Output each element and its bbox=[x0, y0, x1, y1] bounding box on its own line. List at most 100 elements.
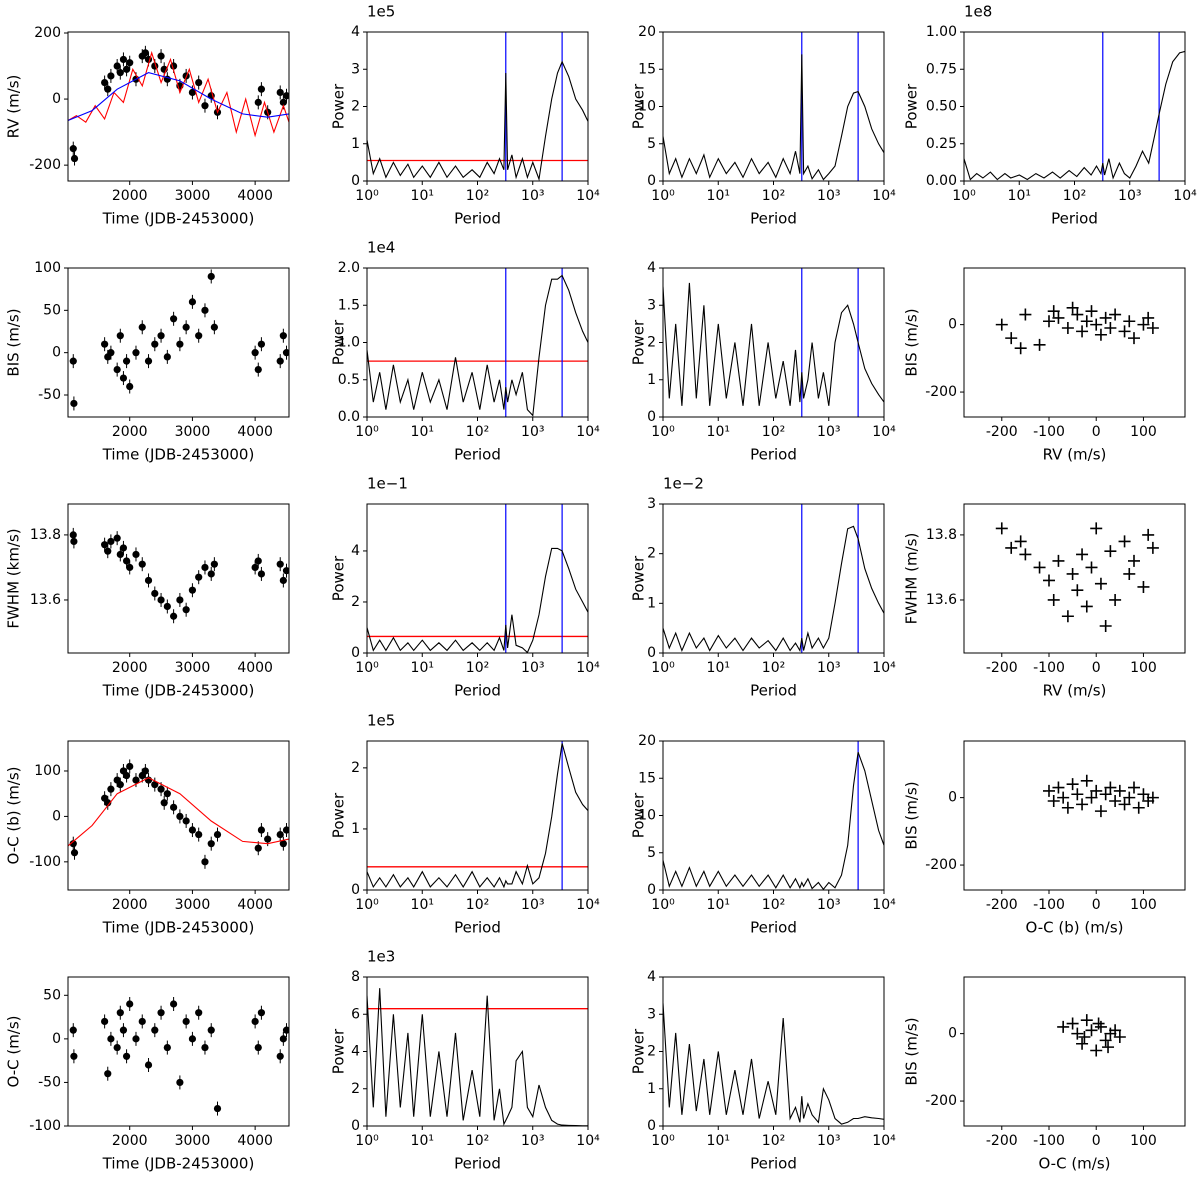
axes-frame bbox=[366, 31, 589, 182]
offset-text: 1e5 bbox=[367, 712, 395, 730]
y-tick-label: 1 bbox=[647, 372, 656, 388]
x-tick-label: 10³ bbox=[521, 424, 544, 440]
point bbox=[113, 1043, 121, 1052]
x-tick-label: 10¹ bbox=[707, 424, 730, 440]
x-tick-label: 10⁴ bbox=[576, 660, 600, 676]
y-tick-label: 4 bbox=[647, 260, 656, 276]
point bbox=[70, 1052, 78, 1060]
point bbox=[151, 589, 159, 598]
point bbox=[254, 557, 262, 565]
panel: 10⁰ 10¹ 10² 10³ 10⁴ 0 1 2 3 4 Period Power 1e5 bbox=[330, 3, 601, 228]
point bbox=[195, 573, 203, 581]
series-line bbox=[367, 743, 588, 889]
y-tick-label: 2 bbox=[351, 1081, 360, 1097]
y-tick-label: 2 bbox=[351, 594, 360, 610]
point bbox=[141, 49, 149, 57]
y-tick-label: 1 bbox=[647, 1081, 656, 1097]
axes-frame bbox=[366, 740, 589, 891]
point bbox=[1094, 1020, 1107, 1033]
series-line bbox=[367, 274, 588, 417]
point bbox=[282, 826, 289, 834]
x-tick-label: 100 bbox=[1130, 660, 1157, 676]
point bbox=[210, 560, 218, 568]
x-axis-label: Time (JDB-2453000) bbox=[102, 919, 255, 937]
point bbox=[1146, 541, 1159, 554]
point bbox=[119, 55, 128, 64]
point bbox=[210, 323, 218, 331]
y-tick-label: 100 bbox=[34, 763, 61, 779]
axes-frame bbox=[662, 976, 885, 1127]
point bbox=[1071, 584, 1084, 597]
point bbox=[207, 570, 215, 578]
point bbox=[170, 1000, 178, 1008]
series-line bbox=[367, 547, 588, 653]
x-tick-label: -200 bbox=[986, 660, 1018, 676]
x-tick-label: 10¹ bbox=[707, 188, 730, 204]
plot-area bbox=[68, 45, 289, 166]
point bbox=[282, 1026, 289, 1034]
point bbox=[69, 531, 77, 539]
point bbox=[132, 550, 140, 559]
point bbox=[254, 365, 262, 374]
point bbox=[1128, 332, 1140, 345]
point bbox=[1071, 1027, 1084, 1040]
point bbox=[126, 563, 134, 572]
point bbox=[160, 799, 168, 807]
panel: 10⁰ 10¹ 10² 10³ 10⁴ 0 5 10 15 20 Period Power bbox=[630, 733, 897, 937]
panel: -200 -100 0 100 -200 0 RV (m/s) BIS (m/s) bbox=[903, 267, 1186, 464]
y-tick-label: 1 bbox=[647, 595, 656, 611]
point bbox=[995, 318, 1008, 331]
panel: 10⁰ 10¹ 10² 10³ 10⁴ 0 1 2 3 Period Power 1e−2 bbox=[630, 475, 897, 700]
plot-area bbox=[69, 269, 289, 411]
point bbox=[101, 541, 109, 549]
x-axis-label: Time (JDB-2453000) bbox=[102, 682, 255, 700]
x-tick-label: 10⁰ bbox=[355, 424, 379, 440]
point bbox=[101, 78, 109, 87]
point bbox=[122, 557, 131, 565]
plot-area bbox=[663, 504, 884, 653]
point bbox=[1080, 774, 1093, 787]
x-axis-label: O-C (m/s) bbox=[1038, 1155, 1110, 1173]
point bbox=[1078, 1031, 1091, 1043]
point bbox=[257, 340, 266, 348]
point bbox=[70, 849, 79, 857]
point bbox=[157, 596, 165, 604]
point bbox=[104, 85, 112, 93]
x-tick-label: 10⁰ bbox=[651, 424, 675, 440]
point bbox=[116, 1009, 124, 1017]
x-tick-label: 10⁴ bbox=[576, 424, 600, 440]
x-tick-label: 10⁰ bbox=[355, 660, 379, 676]
y-axis-label: Power bbox=[330, 83, 348, 129]
y-axis-label: Power bbox=[330, 1028, 348, 1074]
point bbox=[1142, 311, 1155, 324]
point bbox=[182, 1017, 190, 1026]
x-tick-label: 10⁰ bbox=[651, 188, 675, 204]
point bbox=[1102, 1041, 1115, 1054]
x-tick-label: 10⁴ bbox=[872, 424, 896, 440]
axes-frame bbox=[963, 31, 1186, 182]
point bbox=[122, 771, 131, 780]
x-tick-label: 3000 bbox=[175, 424, 211, 440]
y-tick-label: 13.8 bbox=[926, 527, 957, 543]
panel: 10⁰ 10¹ 10² 10³ 10⁴ 0 2 4 6 8 Period Power 1e3 bbox=[330, 948, 601, 1173]
y-tick-label: 0.25 bbox=[926, 136, 957, 152]
point bbox=[201, 102, 209, 110]
plot-area bbox=[663, 32, 884, 181]
y-tick-label: 0 bbox=[647, 882, 656, 898]
y-tick-label: 0 bbox=[351, 173, 360, 189]
point bbox=[170, 315, 178, 323]
point bbox=[107, 785, 115, 793]
point bbox=[1057, 1020, 1070, 1033]
point bbox=[113, 62, 121, 70]
point bbox=[1085, 561, 1098, 574]
point bbox=[1066, 1017, 1079, 1030]
point bbox=[1052, 311, 1065, 324]
x-tick-label: 10¹ bbox=[411, 424, 434, 440]
x-tick-label: 10⁴ bbox=[872, 188, 896, 204]
point bbox=[207, 272, 215, 281]
panel: -200 -100 0 100 13.6 13.8 RV (m/s) FWHM (m/s) bbox=[903, 503, 1186, 700]
x-tick-label: 10¹ bbox=[411, 660, 434, 676]
y-tick-label: 2.0 bbox=[338, 260, 360, 276]
point bbox=[122, 65, 131, 73]
point bbox=[69, 1026, 77, 1034]
